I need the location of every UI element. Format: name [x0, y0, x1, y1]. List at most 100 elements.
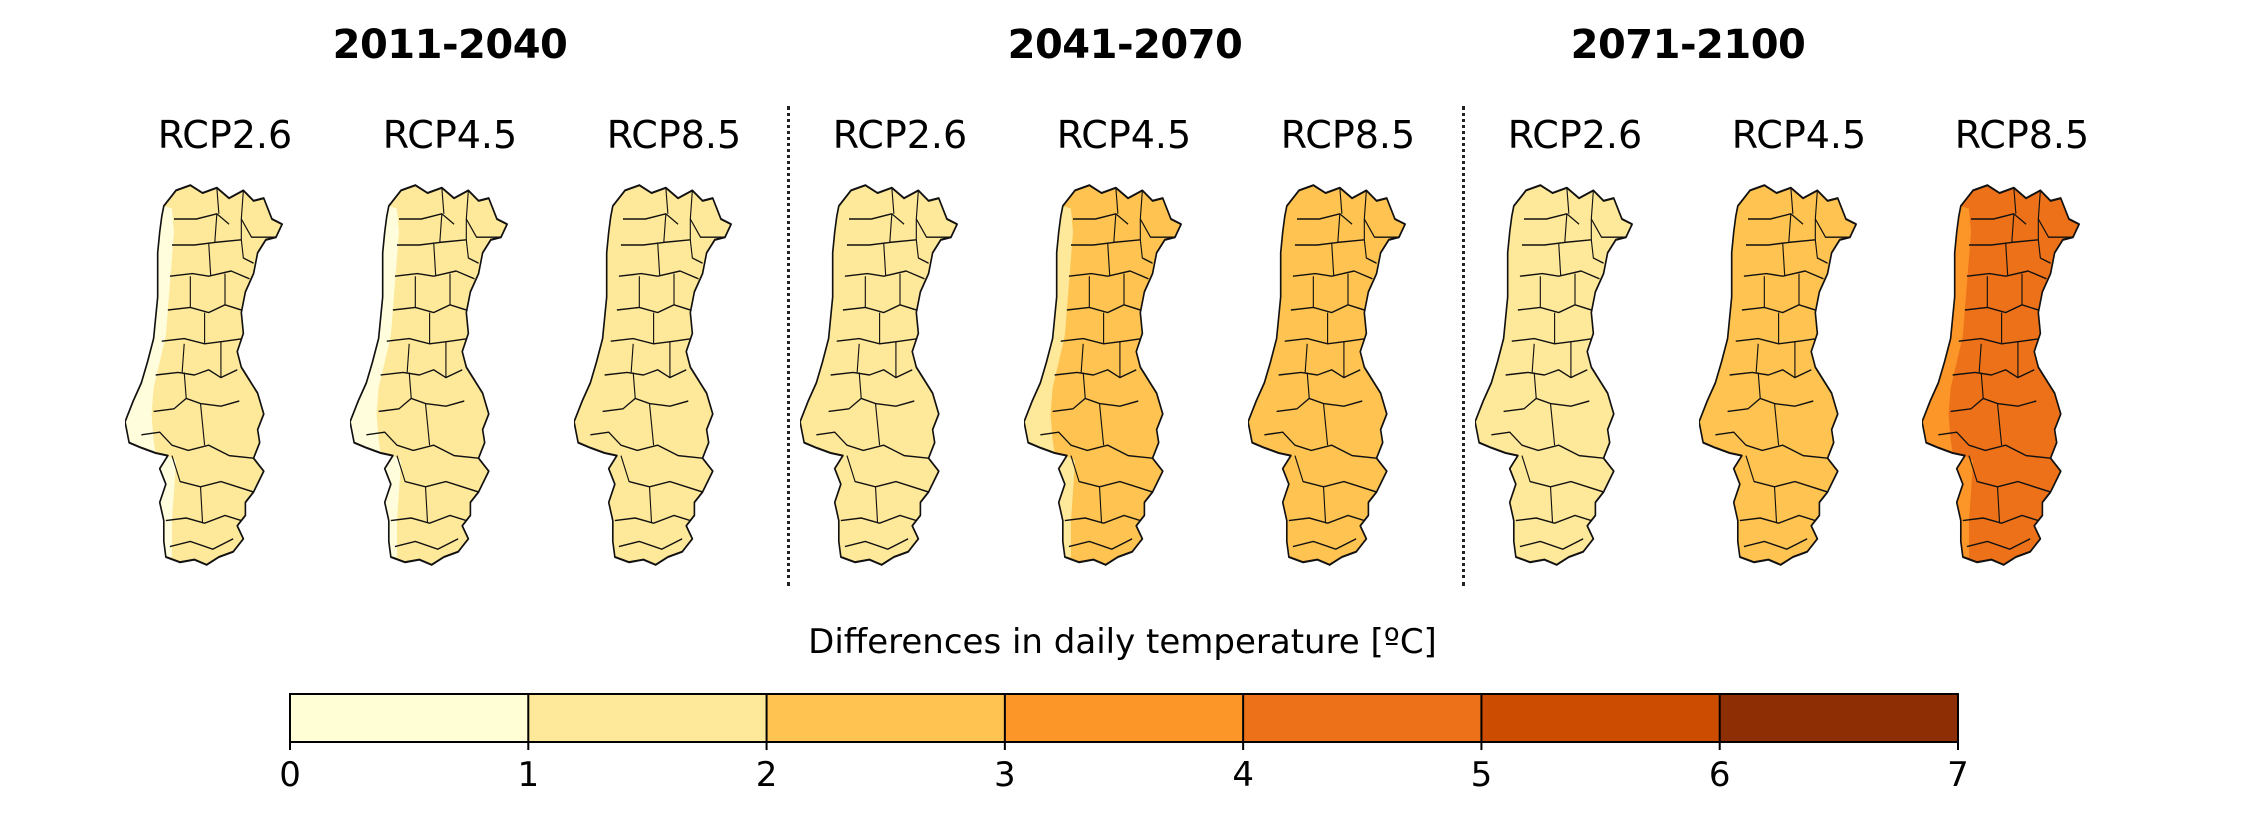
period-divider-2 — [1462, 106, 1465, 586]
district-boundary — [1322, 403, 1329, 446]
period-title-2071-2100: 2071-2100 — [1570, 22, 1806, 68]
district-boundary — [858, 372, 862, 399]
district-boundary — [465, 218, 479, 264]
district-boundary — [1533, 372, 1537, 399]
district-boundary — [1938, 431, 2051, 459]
district-boundary — [1747, 213, 1804, 225]
district-boundary — [396, 239, 467, 246]
colorbar-tick-label: 7 — [1947, 755, 1969, 795]
district-boundary — [632, 372, 636, 399]
district-boundary — [1521, 239, 1592, 246]
district-boundary — [915, 218, 929, 264]
district-boundary — [171, 239, 242, 246]
district-boundary — [1337, 213, 1341, 243]
district-boundary — [1755, 343, 1759, 373]
map-2071-2100-rcp85 — [1922, 184, 2080, 566]
district-boundary — [891, 187, 895, 214]
district-boundary — [1558, 242, 1562, 277]
colorbar-tick-label: 0 — [279, 755, 301, 795]
scenario-label-p1-rcp26: RCP2.6 — [157, 113, 293, 157]
district-boundary — [173, 213, 230, 225]
district-boundary — [1139, 190, 1175, 238]
district-boundary — [604, 369, 687, 379]
district-boundary — [844, 270, 925, 280]
district-boundary — [1773, 403, 1780, 446]
country-border — [350, 184, 508, 566]
district-boundary — [1757, 372, 1761, 399]
district-boundary — [406, 343, 410, 373]
district-boundary — [874, 486, 879, 524]
district-boundary — [648, 486, 653, 524]
scenario-label-p1-rcp85: RCP8.5 — [606, 113, 742, 157]
map-2071-2100-rcp26 — [1475, 184, 1633, 566]
district-boundary — [1098, 486, 1103, 524]
colorbar-frame — [289, 693, 1959, 743]
district-boundary — [441, 187, 445, 214]
district-boundary — [856, 343, 860, 373]
district-boundary — [1296, 213, 1353, 225]
district-boundary — [240, 190, 276, 238]
map-2011-2040-rcp45 — [350, 184, 508, 566]
district-boundary — [141, 431, 254, 459]
district-boundary — [1788, 213, 1792, 243]
district-boundary — [167, 304, 242, 314]
district-boundary — [1814, 218, 1828, 264]
district-boundary — [616, 304, 691, 314]
period-divider-1 — [787, 106, 790, 586]
district-boundary — [1729, 369, 1812, 379]
map-2041-2070-rcp85 — [1248, 184, 1406, 566]
district-boundary — [1814, 190, 1850, 238]
district-boundary — [2011, 213, 2015, 243]
district-boundary — [1064, 514, 1141, 524]
district-boundary — [433, 242, 437, 277]
district-boundary — [883, 242, 887, 277]
district-boundary — [1080, 343, 1084, 373]
district-boundary — [1503, 397, 1590, 413]
district-boundary — [1491, 431, 1604, 459]
country-border — [125, 184, 283, 566]
district-boundary — [1566, 187, 1570, 214]
district-boundary — [1040, 431, 1153, 459]
district-boundary — [665, 187, 669, 214]
district-boundary — [2037, 190, 2073, 238]
district-boundary — [840, 514, 917, 524]
district-boundary — [1745, 239, 1816, 246]
district-boundary — [155, 369, 238, 379]
colorbar-segment — [1719, 694, 1959, 742]
district-boundary — [846, 239, 917, 246]
map-fill — [574, 185, 732, 565]
map-coastal-band — [350, 206, 402, 557]
district-boundary — [648, 403, 655, 446]
district-boundary — [1964, 304, 2039, 314]
district-boundary — [199, 486, 204, 524]
district-boundary — [1139, 218, 1153, 264]
district-boundary — [1276, 397, 1363, 413]
district-boundary — [398, 213, 455, 225]
district-boundary — [208, 242, 212, 277]
district-boundary — [622, 213, 679, 225]
district-boundary — [1068, 538, 1133, 550]
district-boundary — [689, 218, 703, 264]
colorbar-segment — [766, 694, 1006, 742]
district-boundary — [1519, 270, 1600, 280]
map-2071-2100-rcp45 — [1699, 184, 1857, 566]
district-boundary — [689, 190, 725, 238]
colorbar-tick-label: 2 — [756, 755, 778, 795]
district-boundary — [169, 270, 250, 280]
district-boundary — [214, 213, 218, 243]
district-boundary — [848, 213, 905, 225]
district-boundary — [1517, 304, 1592, 314]
district-boundary — [1082, 372, 1086, 399]
district-boundary — [618, 538, 683, 550]
district-boundary — [590, 431, 703, 459]
district-boundary — [181, 343, 185, 373]
district-boundary — [915, 190, 951, 238]
district-boundary — [1066, 304, 1141, 314]
scenario-label-p2-rcp85: RCP8.5 — [1280, 113, 1416, 157]
district-boundary — [1531, 343, 1535, 373]
period-title-2041-2070: 2041-2070 — [1007, 22, 1243, 68]
scenario-label-p2-rcp45: RCP4.5 — [1056, 113, 1192, 157]
district-boundary — [830, 369, 913, 379]
country-border — [1699, 184, 1857, 566]
district-boundary — [630, 343, 634, 373]
